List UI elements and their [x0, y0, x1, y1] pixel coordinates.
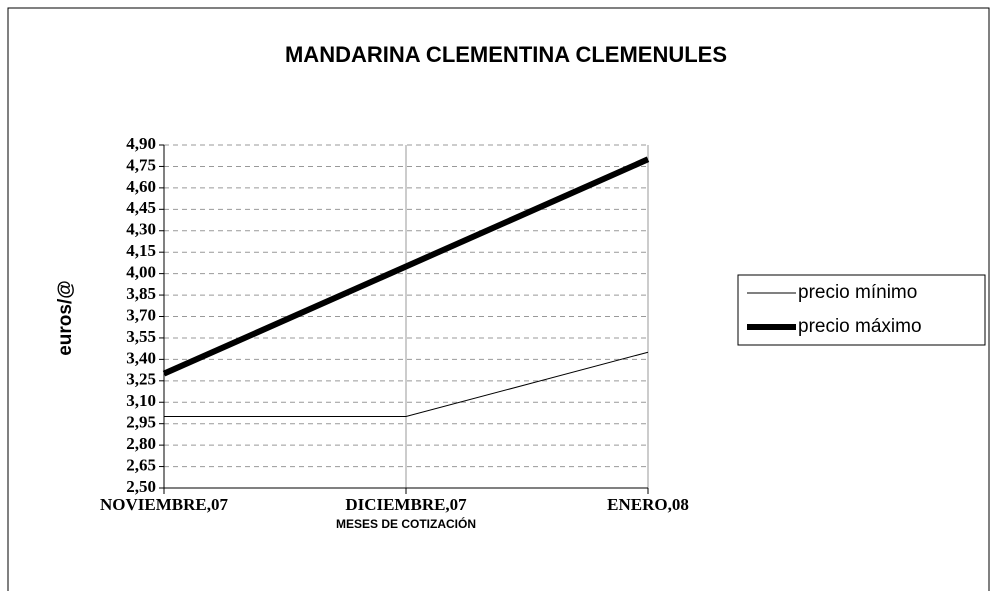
x-tick-label: DICIEMBRE,07: [345, 495, 467, 514]
line-series: [164, 351, 649, 418]
y-tick-label: 3,10: [126, 391, 156, 410]
line-series: [162, 156, 650, 377]
x-tick-label: ENERO,08: [607, 495, 689, 514]
y-tick-label: 2,50: [126, 477, 156, 496]
chart-title: MANDARINA CLEMENTINA CLEMENULES: [285, 42, 727, 67]
y-tick-label: 2,80: [126, 434, 156, 453]
frame: [7, 7, 990, 591]
y-tick-label: 4,15: [126, 241, 156, 260]
y-tick-label: 3,55: [126, 327, 156, 346]
y-tick-label: 4,30: [126, 220, 156, 239]
y-tick-label: 3,40: [126, 348, 156, 367]
x-axis-title: MESES DE COTIZACIÓN: [336, 516, 476, 531]
y-tick-label: 3,25: [126, 370, 156, 389]
y-tick-label: 4,45: [126, 198, 156, 217]
y-tick-label: 4,00: [126, 263, 156, 282]
y-tick-label: 2,95: [126, 413, 156, 432]
y-axis-title: euros/@: [55, 280, 76, 356]
y-tick-label: 4,75: [126, 155, 156, 174]
y-tick-label: 3,70: [126, 305, 156, 324]
legend-label: precio máximo: [798, 316, 922, 337]
legend-label: precio mínimo: [798, 282, 917, 303]
y-tick-label: 4,90: [126, 134, 156, 153]
legend: [737, 274, 986, 346]
y-tick-label: 4,60: [126, 177, 156, 196]
y-tick-label: 2,65: [126, 455, 156, 474]
y-tick-label: 3,85: [126, 284, 156, 303]
x-tick-label: NOVIEMBRE,07: [100, 495, 228, 514]
